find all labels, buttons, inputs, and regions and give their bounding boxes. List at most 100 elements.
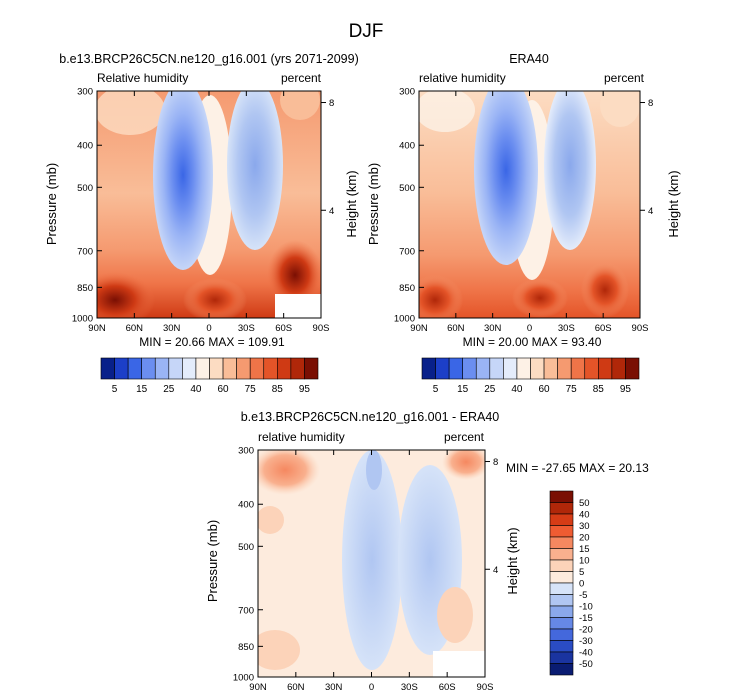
colorbar-label: 5 [112, 384, 118, 395]
x-tick-label: 90S [477, 682, 494, 693]
colorbar-box [543, 357, 558, 380]
y-tick-label: 500 [238, 542, 254, 553]
colorbar-label: 25 [163, 384, 175, 395]
colorbar-box [100, 357, 115, 380]
colorbar-label: 5 [433, 384, 439, 395]
x-tick-label: 60S [439, 682, 456, 693]
panel-2-stats: MIN = 20.00 MAX = 93.40 [463, 335, 602, 349]
panel-1-left-string: Relative humidity [97, 71, 188, 85]
panel-1-light-top-right [280, 91, 320, 120]
x-tick-label: 30N [163, 323, 181, 334]
colorbar-box [421, 357, 436, 380]
x-tick-label: 0 [527, 323, 532, 334]
colorbar-box [557, 357, 572, 380]
colorbar-label: 50 [579, 498, 590, 509]
colorbar-label: 15 [457, 384, 469, 395]
panel-1-colorbar: 5 15 25 40 60 75 85 95 [100, 357, 319, 395]
colorbar-box [435, 357, 450, 380]
colorbar-box [114, 357, 129, 380]
colorbar-box [195, 357, 210, 380]
y-tick-label: 500 [399, 183, 415, 194]
colorbar-label: -30 [579, 636, 593, 647]
figure-title: DJF [349, 21, 384, 42]
x-tick-label: 90N [410, 323, 428, 334]
panel-3-diff-red-bottomleft [258, 630, 300, 670]
colorbar-label: 95 [620, 384, 632, 395]
panel-3-diff-blue-strip [366, 450, 382, 490]
colorbar-box [549, 628, 574, 641]
panel-1-light-band-2 [97, 91, 165, 135]
y-tick-label: 850 [77, 283, 93, 294]
x-tick-label: 30S [558, 323, 575, 334]
y-tick-label: 300 [77, 87, 93, 98]
colorbar-label: 40 [579, 510, 590, 521]
panel-model: b.e13.BRCP26C5CN.ne120_g16.001 (yrs 2071… [44, 52, 359, 395]
x-tick-label: 0 [369, 682, 374, 693]
panel-1-axes: 90N 60N 30N 0 30S 60S 90S 300 400 500 700 850 1000 8 4 [72, 87, 334, 335]
panel-1-lowlevel-max-right [267, 240, 321, 310]
panel-3-stats: MIN = -27.65 MAX = 20.13 [506, 461, 649, 475]
x-tick-label: 60S [275, 323, 292, 334]
x-tick-label: 30S [238, 323, 255, 334]
colorbar-box [516, 357, 531, 380]
colorbar-label: 60 [218, 384, 230, 395]
colorbar-label: 15 [136, 384, 148, 395]
x-tick-label: 60N [126, 323, 144, 334]
panel-2-colorbar: 5 15 25 40 60 75 85 95 [421, 357, 640, 395]
colorbar-box [549, 502, 574, 515]
colorbar-box [290, 357, 305, 380]
panel-1-dry-zone-nh [153, 91, 213, 270]
x-tick-label: 90S [313, 323, 330, 334]
colorbar-box [570, 357, 586, 380]
y-right-tick-label: 8 [329, 98, 334, 109]
colorbar-label: 20 [579, 533, 590, 544]
colorbar-label: 40 [511, 384, 523, 395]
colorbar-box [462, 357, 477, 380]
panel-2-left-string: relative humidity [419, 71, 506, 85]
y-tick-label: 400 [238, 500, 254, 511]
x-tick-label: 60N [447, 323, 465, 334]
colorbar-box [127, 357, 142, 380]
panel-2-lowlevel-max-left [419, 275, 463, 318]
y-tick-label: 400 [399, 141, 415, 152]
colorbar-box [549, 548, 574, 561]
colorbar-box [277, 357, 292, 380]
colorbar-label: 60 [539, 384, 551, 395]
panel-1-lowlevel-max-center [183, 278, 247, 318]
colorbar-box [549, 663, 574, 676]
y-right-tick-label: 4 [648, 206, 653, 217]
colorbar-label: -40 [579, 648, 593, 659]
colorbar-box [249, 357, 265, 380]
y-tick-label: 850 [238, 642, 254, 653]
colorbar-label: 25 [484, 384, 496, 395]
y-tick-label: 500 [77, 183, 93, 194]
panel-3-axes: 90N 60N 30N 0 30S 60S 90S 300 400 500 700 850 1000 8 4 [233, 446, 498, 694]
colorbar-box [549, 525, 574, 538]
panel-2-field [419, 91, 640, 318]
panel-1-right-string: percent [281, 71, 322, 85]
colorbar-label: -5 [579, 590, 587, 601]
panel-obs: ERA40 relative humidity percent 90N 60N 30… [366, 52, 681, 395]
panel-1-topo-mask [275, 294, 321, 318]
colorbar-label: 5 [579, 567, 584, 578]
x-tick-label: 90N [88, 323, 106, 334]
y-tick-label: 300 [238, 446, 254, 457]
colorbar-box [549, 617, 574, 630]
panel-2-light-top-left [419, 91, 475, 132]
y-right-tick-label: 4 [493, 565, 498, 576]
colorbar-label: 0 [579, 579, 584, 590]
x-tick-label: 30N [325, 682, 343, 693]
colorbar-label: 10 [579, 556, 590, 567]
panel-1-stats: MIN = 20.66 MAX = 109.91 [139, 335, 285, 349]
colorbar-label: -20 [579, 625, 593, 636]
colorbar-label: 75 [566, 384, 578, 395]
colorbar-box [549, 536, 574, 549]
panel-1-dry-zone-sh [227, 91, 283, 250]
y-tick-label: 1000 [233, 673, 254, 684]
panel-2-title: ERA40 [509, 52, 549, 66]
panel-1-ylabel: Pressure (mb) [44, 163, 59, 245]
colorbar-box [448, 357, 463, 380]
panel-3-ylabel: Pressure (mb) [205, 520, 220, 602]
